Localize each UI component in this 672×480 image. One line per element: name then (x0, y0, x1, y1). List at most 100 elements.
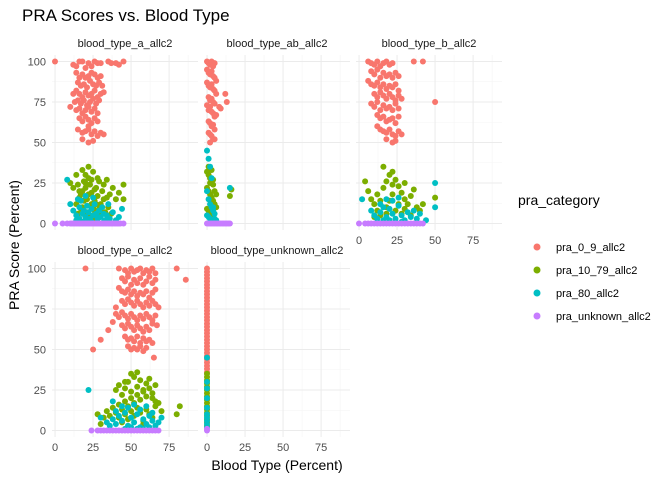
data-point (122, 378, 128, 385)
data-point (79, 136, 86, 143)
data-point (140, 304, 147, 311)
data-point (410, 186, 417, 193)
data-point (109, 184, 116, 191)
data-point (143, 278, 150, 285)
data-point (79, 58, 86, 65)
data-point (88, 176, 95, 183)
data-point (208, 175, 215, 182)
data-point (389, 168, 396, 175)
data-point (97, 336, 104, 343)
data-point (204, 395, 210, 402)
data-point (211, 60, 218, 67)
data-point (152, 270, 159, 277)
data-point (82, 180, 89, 186)
data-point (153, 322, 160, 329)
data-point (152, 276, 159, 283)
legend-key (533, 289, 541, 297)
data-point (419, 58, 426, 65)
y-tick-label: 0 (40, 219, 46, 231)
data-point (211, 210, 218, 217)
data-point (401, 180, 408, 186)
facet-label: blood_type_o_allc2 (78, 245, 173, 257)
facet-label: blood_type_unknown_allc2 (211, 245, 344, 257)
data-point (155, 427, 162, 434)
data-point (82, 65, 89, 71)
data-point (146, 375, 153, 382)
data-point (380, 163, 387, 170)
data-point (176, 403, 183, 410)
data-point (137, 265, 144, 272)
data-point (137, 377, 144, 384)
data-point (395, 113, 402, 120)
data-point (59, 220, 66, 227)
data-point (91, 186, 98, 193)
data-point (374, 79, 381, 86)
data-point (122, 325, 128, 332)
data-point (97, 73, 104, 80)
data-point (211, 136, 218, 143)
data-point (383, 196, 390, 203)
data-point (432, 194, 439, 201)
data-point (210, 204, 217, 211)
data-point (365, 188, 372, 195)
data-point (137, 406, 144, 413)
data-point (112, 304, 119, 311)
data-point (383, 178, 390, 185)
data-point (416, 210, 423, 217)
y-tick-label: 100 (28, 56, 46, 68)
data-point (222, 90, 229, 97)
data-point (131, 327, 138, 334)
data-point (84, 202, 90, 209)
data-point (105, 58, 112, 65)
data-point (371, 71, 378, 78)
data-point (398, 131, 405, 138)
data-point (395, 105, 402, 112)
data-point (158, 414, 165, 421)
data-point (204, 404, 210, 411)
data-point (213, 191, 220, 198)
data-point (389, 197, 396, 204)
data-point (87, 181, 93, 188)
data-point (182, 276, 189, 283)
data-point (401, 196, 408, 203)
data-point (85, 387, 92, 393)
data-point (106, 422, 113, 429)
data-point (90, 137, 97, 144)
x-tick-label: 75 (315, 442, 327, 454)
data-point (389, 60, 396, 67)
data-point (398, 189, 405, 196)
data-point (374, 191, 381, 198)
data-point (128, 281, 135, 288)
data-point (128, 370, 135, 377)
data-point (226, 184, 233, 191)
data-point (115, 214, 122, 220)
data-point (368, 196, 375, 203)
data-point (149, 417, 156, 424)
data-point (105, 327, 112, 334)
data-point (120, 181, 127, 188)
data-point (134, 383, 141, 390)
data-point (395, 183, 402, 190)
data-point (389, 115, 396, 122)
data-point (100, 89, 107, 96)
data-point (85, 103, 92, 110)
facet-panel: blood_type_o_allc2 0 25 50 75 100 0 25 50 75 (28, 245, 198, 454)
data-point (359, 196, 366, 203)
legend-key (533, 243, 541, 251)
data-point (84, 84, 90, 91)
data-point (140, 387, 147, 393)
data-point (410, 207, 417, 214)
legend-key (533, 312, 541, 320)
data-point (125, 404, 131, 411)
data-point (125, 273, 131, 280)
data-point (125, 286, 131, 293)
facet-panel: blood_type_b_allc2 0 25 50 75 (356, 38, 502, 247)
y-axis-title: PRA Score (Percent) (6, 180, 22, 310)
x-tick-label: 50 (277, 442, 289, 454)
data-point (374, 123, 381, 130)
data-point (143, 403, 150, 410)
data-point (131, 288, 138, 295)
data-point (371, 103, 378, 110)
data-point (404, 209, 411, 216)
